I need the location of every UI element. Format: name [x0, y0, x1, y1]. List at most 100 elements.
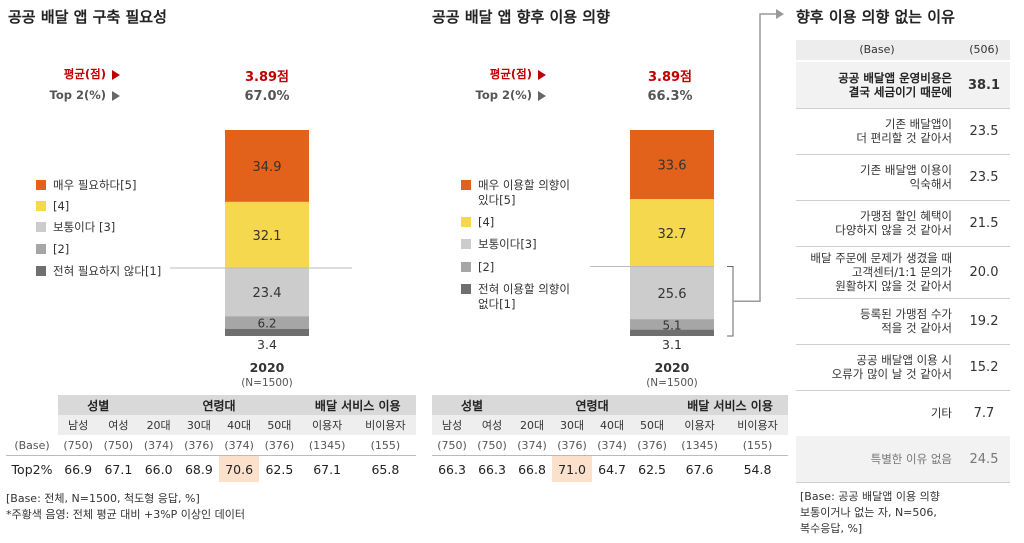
- right-header-row: (Base) (506): [796, 40, 1010, 60]
- reason-value: 38.1: [967, 77, 1001, 93]
- bar-segment: [225, 268, 309, 317]
- table-cell: (1345): [681, 438, 718, 452]
- reason-row: 기타 7.7: [796, 390, 1010, 437]
- sub-header: 이용자: [672, 415, 728, 435]
- arrow-head-icon: [776, 9, 784, 19]
- table-cell: 62.5: [632, 455, 673, 482]
- mid-year-label: 2020: [654, 360, 690, 375]
- legend-swatch: [461, 217, 471, 227]
- reason-value: 19.2: [969, 313, 999, 329]
- table-cell: (750): [63, 438, 93, 452]
- table-sub-row: 남성 여성 20대 30대 40대 50대 이용자 비이용자: [6, 415, 416, 435]
- reason-label: 가맹점 할인 혜택이 다양하지 않을 것 같아서: [835, 209, 952, 237]
- bar-segment: [630, 130, 714, 200]
- table-cell: 54.8: [727, 455, 788, 482]
- group-gender: 성별: [58, 395, 139, 415]
- sub-header: 비이용자: [727, 415, 788, 435]
- bar-segment: [630, 319, 714, 330]
- legend-swatch: [36, 244, 46, 254]
- left-avg-value: 3.89점: [244, 70, 290, 85]
- table-top2-row: 66.3 66.3 66.8 71.0 64.7 62.5 67.6 54.8: [432, 455, 788, 482]
- left-subgroup-table: 성별 연령대 배달 서비스 이용 남성 여성 20대 30대 40대 50대 이…: [6, 395, 416, 482]
- bar-value-label: 3.4: [257, 337, 277, 352]
- table-cell: (750): [437, 438, 467, 452]
- table-cell: (374): [597, 438, 627, 452]
- bar-segment: [630, 199, 714, 267]
- legend-item: 전혀 필요하지 않다[1]: [36, 264, 161, 279]
- legend-swatch: [36, 266, 46, 276]
- left-note-2: *주황색 음영: 전체 평균 대비 +3%P 이상인 데이터: [6, 508, 246, 521]
- table-group-row: 성별 연령대 배달 서비스 이용: [432, 395, 788, 415]
- triangle-icon: [112, 69, 120, 80]
- reason-value: 23.5: [969, 123, 999, 139]
- sub-header: 남성: [58, 415, 99, 435]
- table-cell: (374): [224, 438, 254, 452]
- group-age: 연령대: [512, 395, 673, 415]
- legend-label: 매우 필요하다[5]: [53, 178, 137, 192]
- sub-header: 남성: [432, 415, 473, 435]
- legend-swatch: [36, 222, 46, 232]
- reason-row: 기존 배달앱이 더 편리할 것 같아서 23.5: [796, 108, 1010, 155]
- sub-header: 비이용자: [354, 415, 416, 435]
- legend-swatch: [461, 239, 471, 249]
- left-n-label: (N=1500): [241, 377, 293, 389]
- table-cell: 65.8: [354, 455, 416, 482]
- legend-label: 보통이다[3]: [478, 237, 537, 251]
- legend-label: [4]: [478, 215, 495, 229]
- reason-row: 특별한 이유 없음 24.5: [796, 436, 1010, 483]
- mid-avg-label: 평균(점): [446, 66, 546, 82]
- bar-value-label: 3.1: [662, 337, 682, 352]
- right-note-1: [Base: 공공 배달앱 이용 의향: [800, 490, 940, 503]
- table-cell: (374): [143, 438, 174, 452]
- sub-header: 50대: [632, 415, 673, 435]
- table-base-row: (Base) (750) (750) (374) (376) (374) (37…: [6, 435, 416, 456]
- right-note-2: 보통이거나 없는 자, N=506,: [800, 506, 937, 519]
- legend-item: 보통이다 [3]: [36, 220, 115, 235]
- mid-subgroup-table: 성별 연령대 배달 서비스 이용 남성 여성 20대 30대 40대 50대 이…: [432, 395, 788, 482]
- left-top2-label: Top 2(%): [20, 88, 120, 102]
- table-cell: (155): [742, 438, 773, 452]
- group-delivery: 배달 서비스 이용: [672, 395, 788, 415]
- legend-item: 매우 필요하다[5]: [36, 178, 136, 193]
- table-cell-highlight: 70.6: [219, 455, 260, 482]
- mid-title: 공공 배달 앱 향후 이용 의향: [432, 8, 610, 26]
- reason-value: 23.5: [969, 169, 999, 185]
- reason-row: 배달 주문에 문제가 생겼을 때 고객센터/1:1 문의가 원활하지 않을 것 …: [796, 246, 1010, 299]
- row-label: Top2%: [6, 455, 58, 482]
- reason-row: 등록된 가맹점 수가 적을 것 같아서 19.2: [796, 298, 1010, 345]
- table-cell: 66.3: [472, 455, 513, 482]
- table-cell: 66.8: [512, 455, 553, 482]
- legend-item: 보통이다[3]: [461, 237, 537, 252]
- triangle-icon: [538, 90, 546, 101]
- legend-item: 전혀 이용할 의향이 없다[1]: [461, 282, 570, 312]
- bar-value-label: 32.7: [658, 227, 687, 242]
- table-cell: 67.1: [98, 455, 139, 482]
- sub-header: 이용자: [299, 415, 355, 435]
- table-cell: 66.0: [138, 455, 179, 482]
- sub-header: 50대: [259, 415, 300, 435]
- table-top2-row: Top2% 66.9 67.1 66.0 68.9 70.6 62.5 67.1…: [6, 455, 416, 482]
- header-base-label: (Base): [859, 43, 895, 56]
- reason-value: 24.5: [969, 451, 999, 467]
- legend-label: 전혀 이용할 의향이 없다[1]: [478, 282, 570, 311]
- reason-value: 21.5: [969, 215, 999, 231]
- connector-arrow-line: [733, 13, 778, 302]
- legend-swatch: [461, 180, 471, 190]
- sub-header: 30대: [552, 415, 593, 435]
- reason-row: 가맹점 할인 혜택이 다양하지 않을 것 같아서 21.5: [796, 200, 1010, 247]
- table-cell: 68.9: [178, 455, 219, 482]
- sub-header: 여성: [98, 415, 139, 435]
- bar-value-label: 5.1: [662, 318, 681, 332]
- legend-swatch: [461, 284, 471, 294]
- group-delivery: 배달 서비스 이용: [299, 395, 416, 415]
- mid-top2-value: 66.3%: [647, 89, 693, 104]
- reason-value: 7.7: [973, 405, 995, 421]
- table-cell: (376): [637, 438, 667, 452]
- table-cell: 64.7: [592, 455, 633, 482]
- reason-label: 특별한 이유 없음: [870, 452, 952, 466]
- reason-label: 등록된 가맹점 수가 적을 것 같아서: [860, 307, 952, 335]
- sub-header: 20대: [512, 415, 553, 435]
- left-year-label: 2020: [249, 360, 285, 375]
- table-cell: (155): [370, 438, 401, 452]
